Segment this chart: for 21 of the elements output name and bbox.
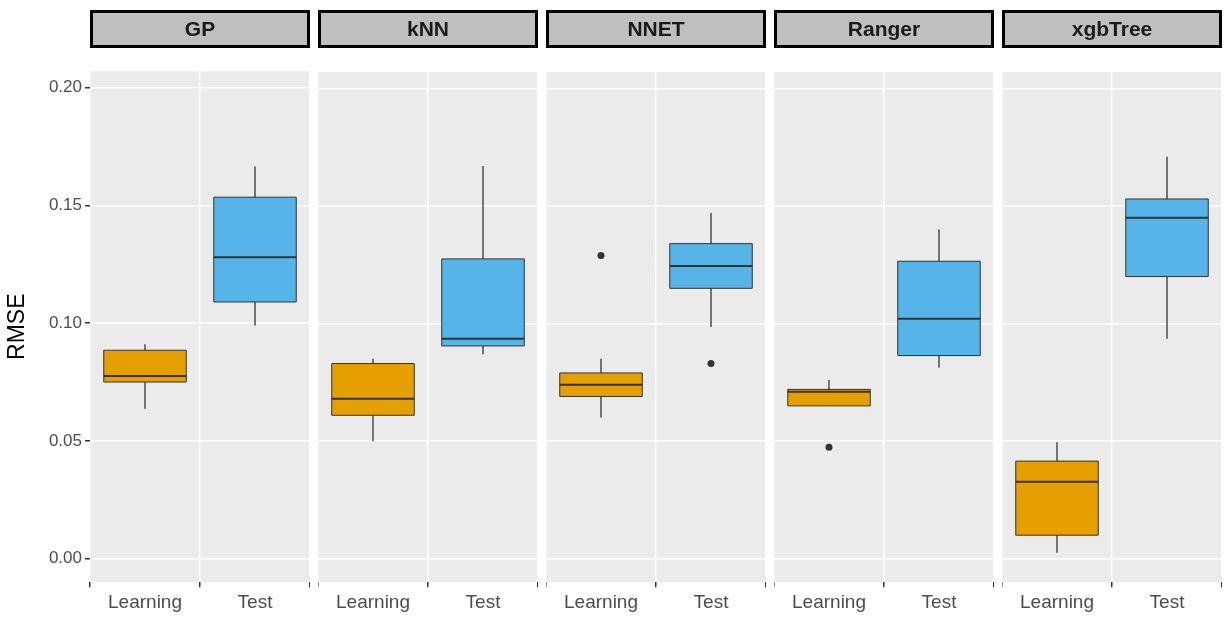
chart-title: xgbTree bbox=[1002, 10, 1222, 48]
chart-title: kNN bbox=[318, 10, 538, 48]
x-tick-label: Learning bbox=[792, 590, 866, 612]
chart-title: NNET bbox=[546, 10, 766, 48]
y-tick-label: 0.05 bbox=[48, 430, 82, 450]
x-tick-label: Learning bbox=[336, 590, 410, 612]
y-axis-title: RMSE bbox=[3, 293, 30, 360]
y-tick-label: 0.10 bbox=[48, 312, 82, 332]
x-tick-label: Learning bbox=[564, 590, 638, 612]
x-tick-label: Test bbox=[465, 590, 502, 612]
x-tick-label: Test bbox=[1149, 590, 1186, 612]
chart-title: Ranger bbox=[774, 10, 994, 48]
chart-title: GP bbox=[90, 10, 310, 48]
y-tick-label: 0.15 bbox=[48, 195, 82, 215]
y-tick-label: 0.00 bbox=[48, 548, 82, 568]
x-tick-label: Learning bbox=[108, 590, 182, 612]
x-tick-label: Test bbox=[237, 590, 274, 612]
x-tick-label: Learning bbox=[1020, 590, 1094, 612]
y-tick-label: 0.20 bbox=[48, 77, 82, 97]
x-tick-label: Test bbox=[921, 590, 958, 612]
x-tick-label: Test bbox=[693, 590, 730, 612]
